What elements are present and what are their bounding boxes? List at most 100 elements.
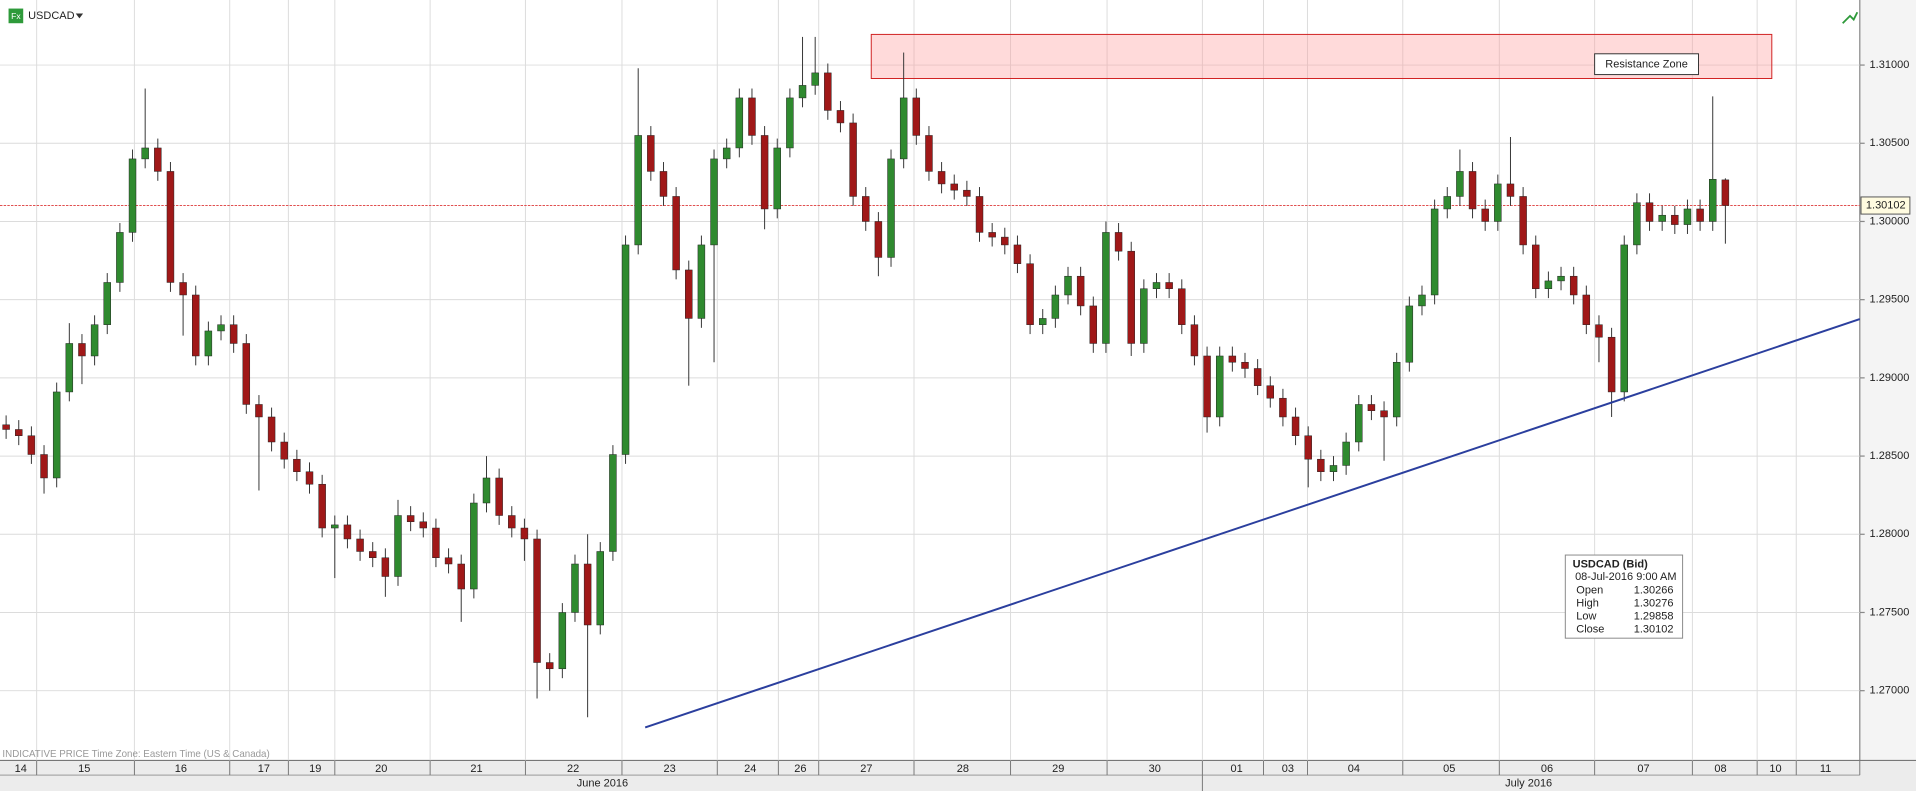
candle-body [1569, 275, 1578, 296]
candle-body [1443, 196, 1451, 210]
candle-body [192, 294, 200, 357]
candle-body [988, 232, 996, 238]
y-tick-label: 1.29500 [1870, 294, 1910, 306]
candle-body [1709, 178, 1717, 222]
candle-body [887, 158, 895, 258]
candle-body [685, 269, 693, 319]
candle-body [1392, 361, 1401, 418]
candle-body [545, 662, 554, 670]
candle-body [1607, 336, 1616, 393]
candle-body [1152, 282, 1161, 289]
x-tick-label: 07 [1637, 763, 1649, 775]
candle-body [1228, 355, 1237, 363]
symbol-dropdown[interactable] [75, 13, 84, 19]
candle-body [179, 282, 187, 296]
candle-body [1127, 250, 1135, 344]
chart-type-icon[interactable] [1842, 11, 1859, 24]
candle-body [621, 244, 630, 455]
x-tick-label: 11 [1820, 763, 1831, 775]
symbol-icon-text: Fx [11, 11, 21, 21]
x-tick-label: 22 [567, 763, 579, 775]
candle-body [1317, 458, 1325, 472]
y-tick-label: 1.31000 [1870, 59, 1910, 71]
info-field-name: Close [1576, 624, 1604, 636]
x-tick-label: 10 [1769, 763, 1781, 775]
x-tick-label: 23 [663, 763, 675, 775]
candle-body [103, 282, 111, 325]
candle-body [1468, 171, 1477, 210]
candle-body [318, 483, 326, 529]
candle-body [65, 343, 74, 393]
candle-body [1582, 294, 1591, 325]
candle-body [1279, 397, 1287, 418]
candle-body [520, 527, 529, 540]
candle-body [811, 72, 819, 86]
price-axis-bg [1859, 0, 1916, 761]
x-tick-label: 24 [744, 763, 756, 775]
candle-body [1039, 318, 1047, 325]
x-tick-label: 30 [1149, 763, 1161, 775]
x-tick-label: 27 [860, 763, 872, 775]
symbol[interactable]: USDCAD [28, 10, 74, 22]
info-time: 08-Jul-2016 9:00 AM [1575, 571, 1676, 583]
candle-body [52, 391, 61, 479]
info-field-name: Low [1576, 611, 1596, 623]
candle-body [1165, 282, 1173, 289]
x-tick-label: 20 [375, 763, 387, 775]
x-tick-label: 05 [1443, 763, 1455, 775]
candle-body [1506, 183, 1515, 197]
candle-body [874, 221, 883, 258]
x-tick-label: 21 [470, 763, 482, 775]
y-tick-label: 1.30500 [1870, 137, 1910, 149]
candle-body [950, 183, 958, 191]
candle-body [912, 97, 921, 136]
candle-body [1430, 208, 1439, 296]
candle-body [824, 72, 832, 111]
zone-label-box [1594, 53, 1699, 76]
candle-body [899, 97, 908, 160]
candle-body [508, 515, 516, 529]
info-field-value: 1.30102 [1634, 624, 1674, 636]
candle-body [1013, 244, 1022, 264]
candle-body [786, 97, 794, 149]
candle-body [1304, 435, 1312, 460]
symbol-icon[interactable] [8, 8, 24, 24]
month-label: June 2016 [577, 778, 628, 790]
candle-body [1658, 214, 1666, 222]
candle-body [533, 538, 541, 663]
x-tick-label: 03 [1282, 763, 1294, 775]
candle-body [937, 171, 946, 185]
candle-body [1342, 441, 1350, 466]
candle-body [1355, 404, 1363, 443]
footer-note: INDICATIVE PRICE Time Zone: Eastern Time… [2, 749, 269, 760]
candle-body [1494, 183, 1502, 222]
candle-body [760, 135, 769, 210]
x-tick-label: 01 [1230, 763, 1242, 775]
zone-label: Resistance Zone [1605, 59, 1688, 71]
candle-body [1683, 208, 1692, 225]
candle-body [836, 110, 845, 124]
candle-body [596, 551, 604, 626]
candle-body [1367, 404, 1376, 411]
candle-body [1721, 179, 1730, 206]
candle-body [862, 196, 870, 222]
candle-body [470, 502, 478, 590]
candle-body [1241, 361, 1249, 369]
candle-body [267, 416, 276, 443]
candle-body [368, 551, 377, 558]
candle-body [1519, 196, 1527, 246]
candle-body [432, 527, 440, 558]
y-tick-label: 1.28000 [1870, 528, 1910, 540]
x-tick-label: 29 [1052, 763, 1064, 775]
candle-body [1633, 202, 1641, 246]
last-price-tag [1860, 196, 1911, 215]
candle-body [571, 563, 579, 613]
candle-body [255, 404, 263, 418]
candle-body [1418, 294, 1426, 307]
candle-body [1051, 294, 1060, 319]
candle-body [1266, 385, 1274, 399]
candle-body [293, 458, 301, 472]
candle-body [697, 244, 706, 319]
candle-body [116, 232, 124, 283]
candle-body [1696, 208, 1704, 222]
